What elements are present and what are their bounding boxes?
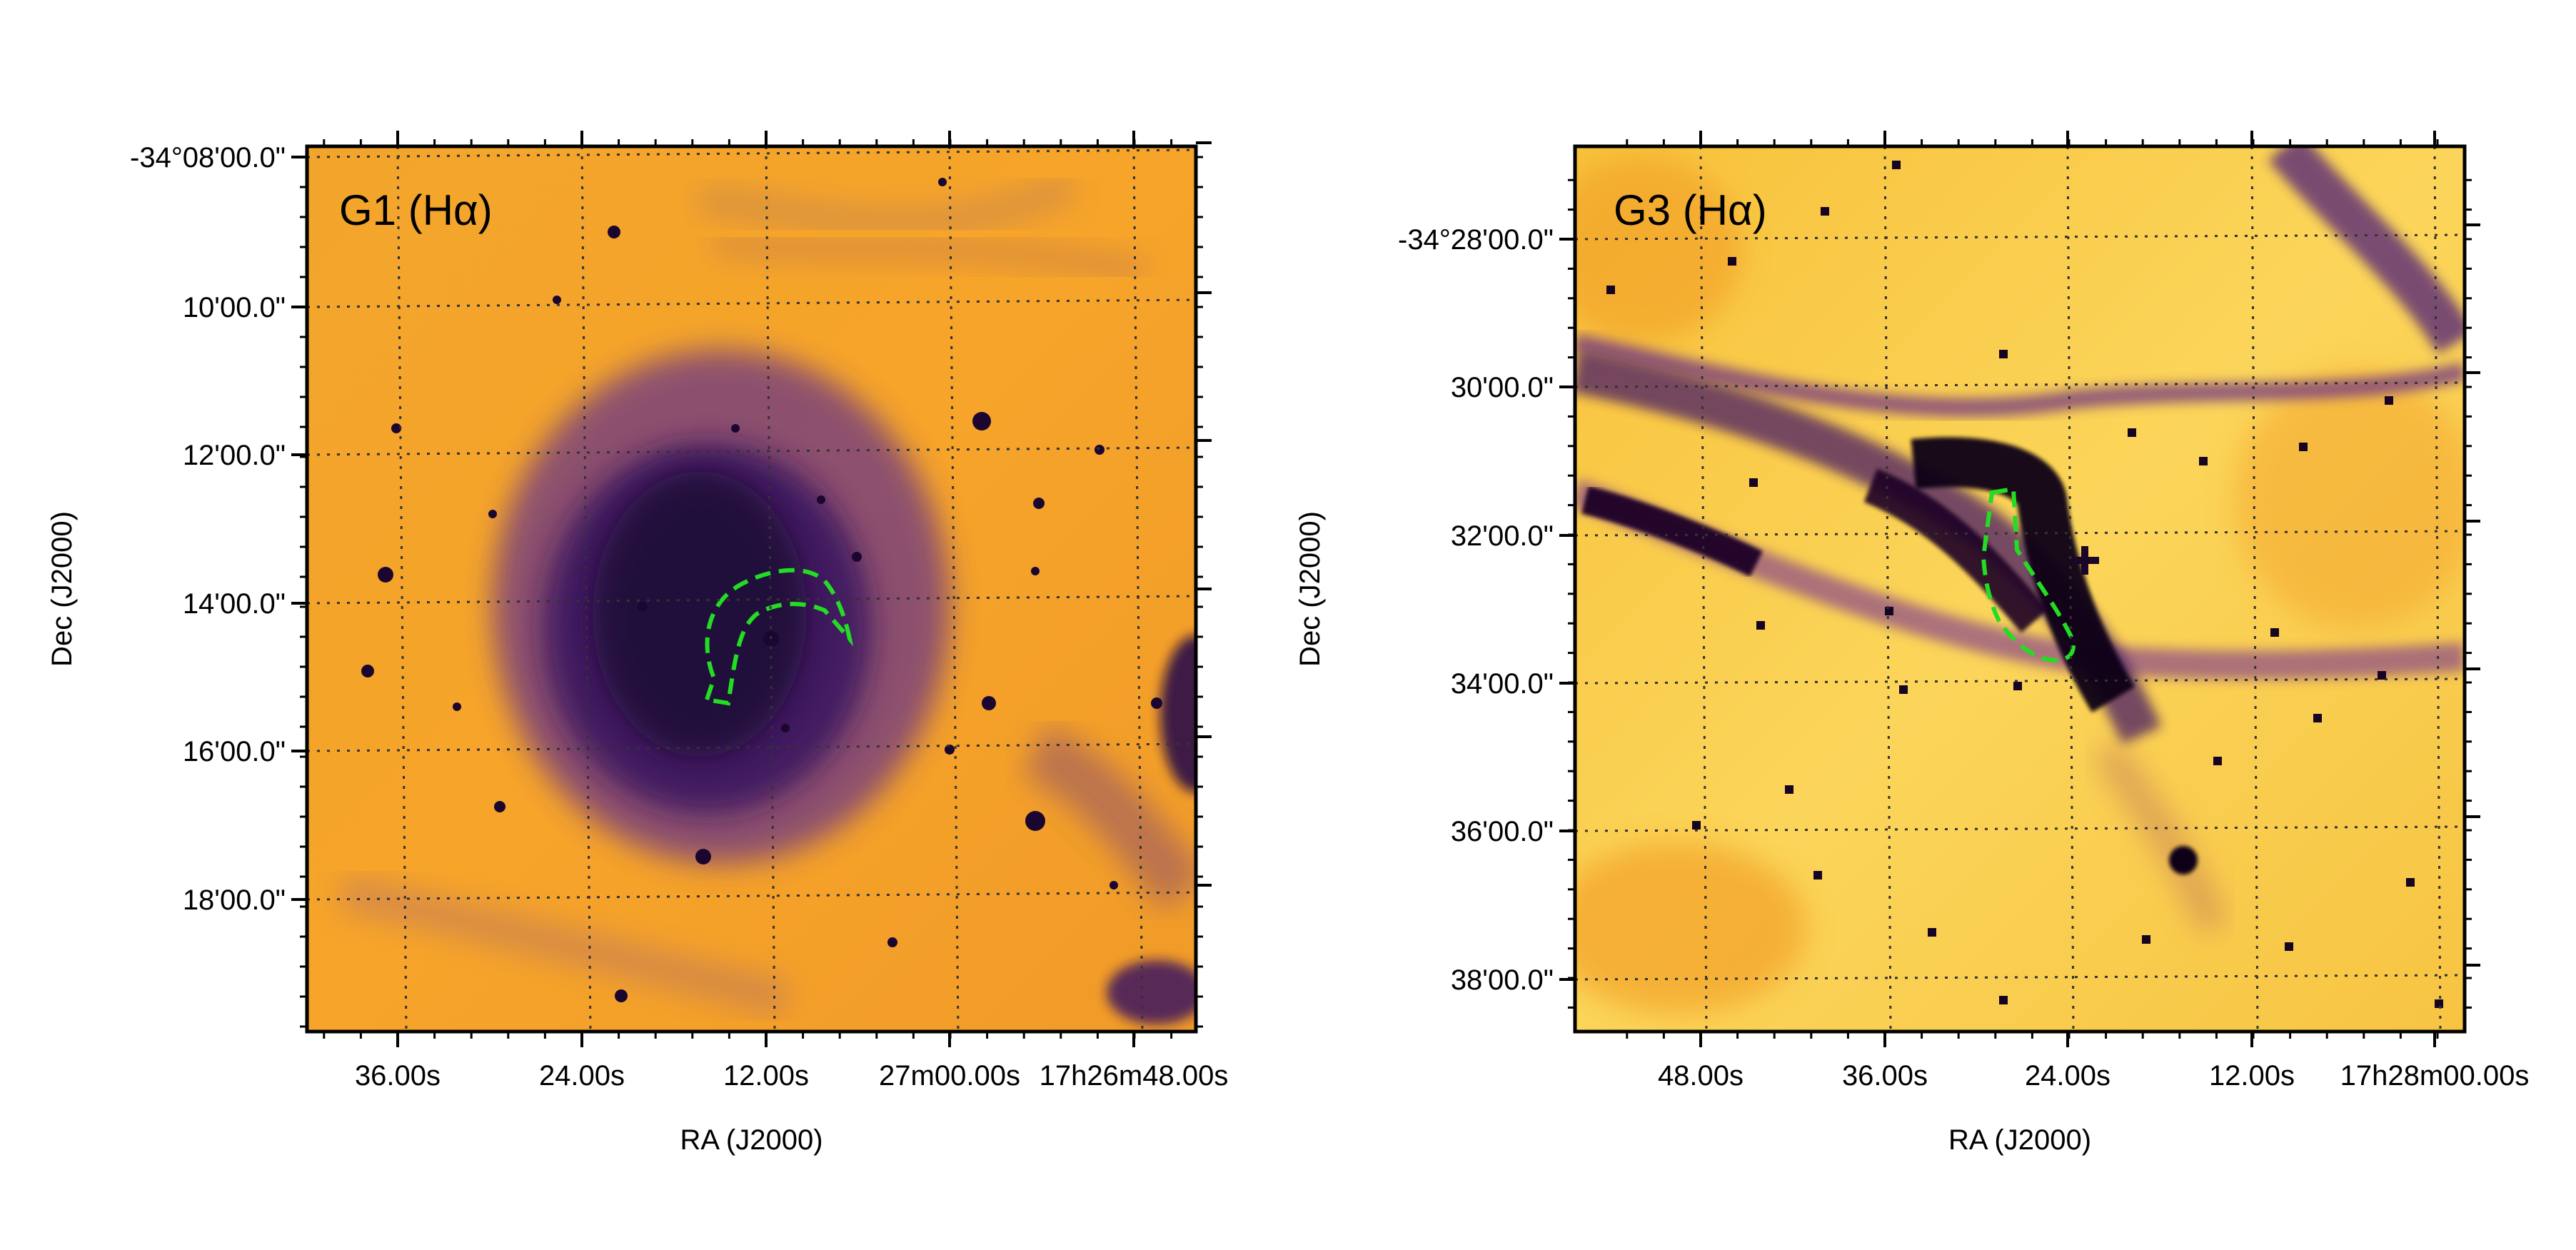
ra-tick-label: 17h26m48.00s — [1040, 1060, 1229, 1092]
grid-dec-3 — [306, 595, 1197, 605]
grid-dec-2 — [306, 446, 1197, 456]
ra-tick-label: 48.00s — [1658, 1060, 1744, 1092]
g1-contour — [704, 568, 854, 706]
dec-tick-label: 32'00.0" — [1451, 520, 1554, 552]
g3-bright-star — [2169, 846, 2198, 875]
axes-frame — [1573, 144, 2467, 1034]
g3-contour — [1981, 486, 2076, 663]
grid-dec-4 — [306, 742, 1197, 752]
dec-tick-label: -34°28'00.0" — [1398, 224, 1554, 256]
dec-tick-label: 14'00.0" — [183, 588, 286, 620]
x-axis-title: RA (J2000) — [1948, 1124, 2091, 1156]
panel-label: G3 (Hα) — [1614, 186, 1767, 234]
dec-tick-label: 38'00.0" — [1451, 964, 1554, 996]
g3-image — [1575, 146, 2465, 1032]
dec-tick-label: 34'00.0" — [1451, 668, 1554, 700]
grid-dec-4 — [1574, 825, 2465, 832]
dec-tick-label: 36'00.0" — [1451, 816, 1554, 847]
grid-dec-0 — [1574, 233, 2465, 241]
y-axis-title: Dec (J2000) — [1294, 511, 1326, 667]
ra-tick-label: 17h28m00.00s — [2340, 1060, 2530, 1092]
axes-g1: 36.00s 24.00s 12.00s 27m00.00s 17h26m48.00s -… — [46, 131, 1228, 1156]
ra-tick-label: 24.00s — [539, 1060, 625, 1092]
dec-tick-label: 10'00.0" — [183, 292, 286, 323]
grid-dec-3 — [1574, 677, 2465, 685]
grid-dec-1 — [306, 298, 1197, 308]
dec-tick-label: 18'00.0" — [183, 884, 286, 916]
dec-tick-label: 12'00.0" — [183, 440, 286, 471]
panel-g3 — [1575, 146, 2465, 1032]
ra-tick-label: 12.00s — [723, 1060, 809, 1092]
dec-tick-label: 16'00.0" — [183, 736, 286, 767]
g1-image — [307, 146, 1196, 1032]
ra-tick-label: 12.00s — [2209, 1060, 2295, 1092]
ra-tick-label: 24.00s — [2025, 1060, 2110, 1092]
y-axis-title: Dec (J2000) — [46, 511, 78, 667]
dec-tick-label: 30'00.0" — [1451, 372, 1554, 403]
panel-g1 — [307, 146, 1196, 1032]
panel-label: G1 (Hα) — [339, 186, 493, 234]
grid-dec-1 — [1574, 381, 2465, 388]
grid-dec-2 — [1574, 530, 2465, 537]
ra-tick-label: 27m00.00s — [879, 1060, 1020, 1092]
dec-tick-label: -34°08'00.0" — [130, 142, 286, 173]
ra-tick-label: 36.00s — [1842, 1060, 1928, 1092]
grid-dec-0 — [306, 148, 1197, 158]
grid-dec-5 — [1574, 974, 2465, 981]
x-axis-title: RA (J2000) — [680, 1124, 822, 1156]
axes-g3: 48.00s 36.00s 24.00s 12.00s 17h28m00.00s -34°… — [1294, 131, 2529, 1156]
ra-tick-label: 36.00s — [355, 1060, 441, 1092]
grid-dec-5 — [306, 891, 1197, 901]
